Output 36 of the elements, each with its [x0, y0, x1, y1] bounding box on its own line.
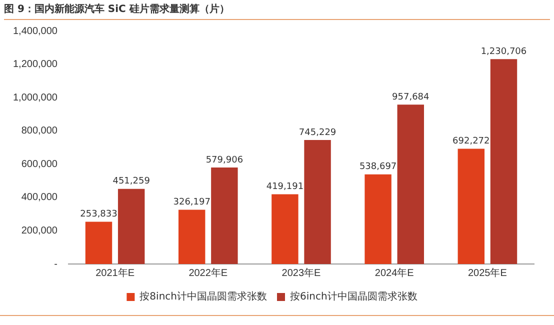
y-tick-label: 1,400,000 [12, 26, 58, 37]
data-label: 419,191 [266, 182, 304, 192]
y-tick-label: 1,200,000 [12, 59, 58, 70]
data-label: 692,272 [452, 136, 490, 147]
y-tick-label: 1,000,000 [12, 92, 58, 104]
bar [178, 210, 206, 264]
chart-title: 图 9：国内新能源汽车 SiC 硅片需求量测算（片） [4, 2, 550, 20]
bar [272, 194, 298, 264]
x-tick-label: 2025年E [468, 266, 508, 279]
y-tick-label: 600,000 [21, 158, 58, 170]
data-label: 957,684 [392, 92, 430, 102]
legend-label: 按8inch计中国晶圆需求张数 [140, 290, 268, 303]
x-tick-label: 2024年E [374, 266, 414, 279]
x-tick-label: 2021年E [96, 266, 135, 279]
data-label: 326,197 [173, 198, 210, 208]
bar [304, 140, 331, 264]
y-tick-label: 200,000 [21, 225, 58, 236]
data-label: 1,230,706 [480, 47, 527, 58]
bar [458, 148, 485, 264]
data-label: 745,229 [298, 128, 336, 138]
data-label: 451,259 [112, 176, 150, 187]
legend-label: 按6inch计中国晶圆需求张数 [290, 290, 418, 303]
data-label: 538,697 [359, 162, 397, 172]
y-tick-label: 800,000 [21, 126, 58, 137]
y-tick-label: - [54, 258, 58, 270]
bar [118, 188, 145, 264]
bar [397, 104, 424, 264]
bar [211, 167, 238, 264]
bar [85, 222, 112, 264]
data-label: 579,906 [206, 155, 244, 166]
y-tick-label: 400,000 [21, 192, 58, 204]
x-tick-label: 2022年E [188, 266, 228, 279]
bar [364, 174, 392, 264]
x-tick-label: 2023年E [282, 266, 322, 279]
bar [490, 59, 518, 264]
data-label: 253,833 [80, 210, 118, 220]
